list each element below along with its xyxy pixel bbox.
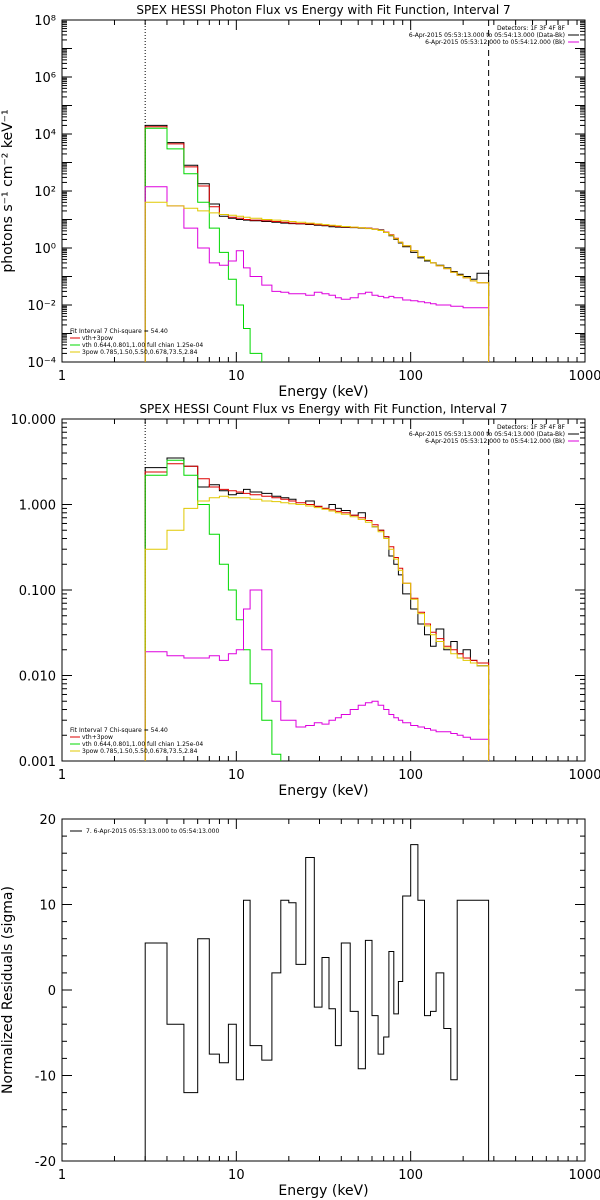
legend-entry: vth 0.644,0.801,1.00 full chian 1.25e-04	[82, 741, 203, 748]
legend-entry: 3pow 0.785,1.50,5.50,0.678,73.5,2.84	[82, 349, 198, 356]
x-tick-label: 1000	[568, 1168, 600, 1183]
series-line	[144, 844, 490, 1161]
y-tick-label: 10⁶	[34, 71, 56, 86]
x-axis-label: Energy (keV)	[278, 384, 368, 400]
legend-entry: 6-Apr-2015 05:53:12.000 to 05:54:12.000 …	[425, 39, 565, 46]
y-tick-label: 0.100	[19, 584, 56, 599]
y-axis-label: photons s⁻¹ cm⁻² keV⁻¹	[0, 109, 16, 272]
legend-entry: 6-Apr-2015 05:53:13.000 to 05:54:13.000 …	[409, 431, 565, 438]
y-tick-label: 10⁸	[34, 14, 56, 29]
chart-title: SPEX HESSI Photon Flux vs Energy with Fi…	[136, 3, 510, 17]
y-tick-label: 0	[48, 984, 56, 999]
y-tick-label: 0.001	[19, 755, 56, 770]
plot-frame	[61, 818, 586, 1162]
y-tick-label: -10	[35, 1070, 56, 1085]
series-line	[144, 495, 490, 761]
x-tick-label: 1	[58, 1168, 66, 1183]
legend-entry: vth+3pow	[82, 335, 113, 342]
y-tick-label: 10⁴	[34, 128, 56, 143]
y-tick-label: 20	[39, 813, 56, 828]
y-tick-label: 10.000	[11, 413, 57, 428]
series-line	[144, 589, 490, 761]
x-tick-label: 1	[58, 369, 66, 384]
legend-entry: 6-Apr-2015 05:53:13.000 to 05:54:13.000 …	[409, 32, 565, 39]
chart-title: SPEX HESSI Count Flux vs Energy with Fit…	[139, 402, 507, 416]
x-tick-label: 100	[398, 369, 423, 384]
x-axis-label: Energy (keV)	[278, 783, 368, 799]
series-line	[144, 186, 490, 362]
legend-entry: Detectors: 1F 3F 4F 8F	[497, 25, 566, 32]
x-axis-label: Energy (keV)	[278, 1183, 368, 1199]
x-tick-label: 1000	[568, 369, 600, 384]
legend-entry: 7. 6-Apr-2015 05:53:13.000 to 05:54:13.0…	[86, 828, 219, 835]
legend-entry: 3pow 0.785,1.50,5.50,0.678,73.5,2.84	[82, 748, 198, 755]
plot-frame	[61, 418, 586, 762]
legend-entry: Detectors: 1F 3F 4F 8F	[497, 424, 566, 431]
plot-frame	[61, 19, 586, 363]
series-line	[144, 201, 490, 362]
count-flux-panel: 1 10 100 1000 0.001 0.010 0.100 1.000 10.000 SPEX…	[11, 402, 600, 799]
y-tick-label: -20	[35, 1155, 56, 1170]
legend-entry: 6-Apr-2015 05:53:12.000 to 05:54:12.000 …	[425, 438, 565, 445]
legend-entry: Fit Interval 7 Chi-square = 54.40	[70, 328, 168, 335]
y-tick-label: 10²	[34, 185, 56, 200]
x-tick-label: 100	[398, 768, 423, 783]
y-tick-label: 0.010	[19, 670, 56, 685]
photon-flux-panel: 1 10 100 1000 10⁻⁴ 10⁻² 10⁰ 10² 10⁴ 10⁶ 10⁸ SPEX HE…	[0, 3, 600, 400]
legend-entry: vth+3pow	[82, 734, 113, 741]
x-tick-label: 100	[398, 1168, 423, 1183]
series-line	[144, 126, 490, 362]
y-tick-label: 10	[39, 899, 56, 914]
y-tick-label: 10⁻⁴	[27, 356, 56, 371]
y-tick-label: 10⁰	[34, 242, 56, 257]
residuals-panel: 1 10 100 1000 -20 -10 0 10 20 Energy (keV) Normali…	[0, 813, 600, 1199]
y-tick-label: 10⁻²	[27, 299, 56, 314]
legend-entry: Fit Interval 7 Chi-square = 54.40	[70, 727, 168, 734]
y-axis-label: Normalized Residuals (sigma)	[0, 886, 16, 1094]
x-tick-label: 1	[58, 768, 66, 783]
x-tick-label: 10	[228, 768, 245, 783]
x-tick-label: 1000	[568, 768, 600, 783]
series-line	[144, 459, 282, 761]
y-tick-label: 1.000	[19, 499, 56, 514]
series-line	[144, 127, 263, 362]
x-tick-label: 10	[228, 1168, 245, 1183]
legend-entry: vth 0.644,0.801,1.00 full chian 1.25e-04	[82, 342, 203, 349]
x-tick-label: 10	[228, 369, 245, 384]
